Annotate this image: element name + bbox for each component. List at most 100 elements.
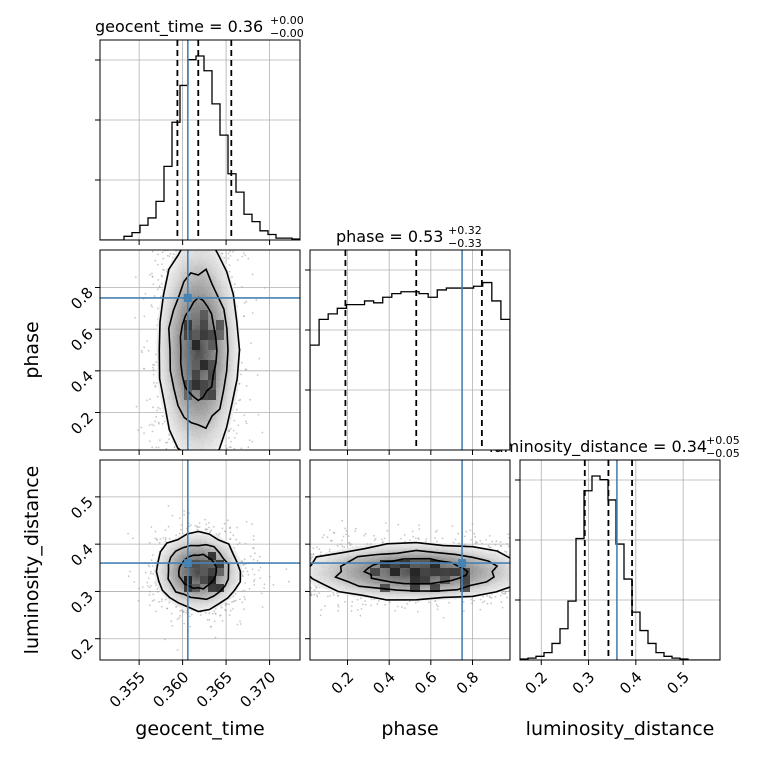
sample-point [160, 282, 163, 285]
sample-point [227, 519, 229, 522]
sample-point [147, 585, 149, 587]
sample-point [462, 600, 465, 603]
histogram-step [100, 55, 300, 240]
sample-point [209, 530, 212, 533]
sample-point [152, 366, 154, 369]
sample-point [155, 382, 158, 384]
x-tick-label: 0.355 [106, 668, 149, 711]
sample-point [148, 565, 151, 568]
sample-point [479, 598, 482, 601]
sample-point [242, 575, 244, 578]
sample-point [373, 534, 375, 537]
sample-point [487, 544, 490, 547]
sample-point [411, 530, 414, 533]
panel-hist-phase [305, 249, 511, 455]
sample-point [164, 537, 167, 539]
density-cell [420, 560, 430, 568]
x-tick-label: 0.370 [236, 668, 279, 711]
sample-point [147, 577, 150, 579]
sample-point [134, 276, 137, 279]
sample-point [239, 398, 242, 401]
sample-point [501, 606, 504, 609]
x-tick-label: 0.365 [193, 668, 236, 711]
sample-point [253, 578, 256, 581]
sample-point [341, 519, 344, 522]
sample-point [231, 276, 233, 278]
density-cell [208, 576, 216, 584]
sample-point [161, 251, 164, 254]
sample-point [238, 382, 241, 385]
sample-point [214, 613, 217, 615]
density-cell [410, 568, 420, 576]
histogram-step [520, 475, 720, 660]
ylabel-phase: phase [21, 321, 43, 378]
sample-point [386, 529, 389, 532]
panel-border [309, 459, 511, 661]
density-cell [370, 568, 380, 576]
sample-point [259, 577, 262, 579]
sample-point [148, 594, 151, 596]
sample-point [228, 538, 231, 541]
density-cell [192, 380, 200, 390]
sample-point [156, 395, 159, 398]
density-cell [208, 390, 216, 400]
sample-point [144, 571, 147, 574]
sample-point [500, 544, 502, 547]
sample-point [482, 595, 484, 598]
density-cell [430, 560, 440, 568]
sample-point [473, 532, 476, 535]
sample-point [320, 551, 322, 554]
sample-point [360, 608, 363, 610]
truth-marker [183, 293, 192, 302]
sample-point [209, 625, 212, 628]
sample-point [147, 349, 150, 352]
sample-point [245, 368, 248, 371]
sample-point [486, 595, 488, 597]
title-geocent-time-label: geocent_time = 0.36 [95, 17, 263, 37]
sample-point [507, 545, 510, 548]
sample-point [161, 263, 164, 265]
sample-point [243, 608, 245, 611]
sample-point [253, 547, 255, 550]
density-cell [216, 560, 224, 568]
sample-point [251, 568, 254, 571]
sample-point [230, 440, 232, 443]
sample-point [381, 538, 383, 541]
sample-point [220, 606, 223, 609]
density-cell [208, 568, 216, 576]
sample-point [228, 264, 231, 266]
sample-point [214, 636, 217, 639]
density-cell [440, 576, 450, 584]
sample-point [180, 528, 182, 531]
sample-point [251, 440, 254, 443]
sample-point [149, 273, 151, 276]
sample-point [151, 430, 154, 433]
sample-point [190, 613, 193, 616]
sample-point [506, 543, 508, 545]
contour-line [167, 543, 230, 601]
density-cell [410, 584, 420, 592]
sample-point [158, 286, 161, 289]
sample-point [241, 590, 244, 593]
sample-point [168, 537, 171, 540]
sample-point [243, 558, 246, 561]
sample-point [164, 598, 167, 601]
title-geocent-time-plus: +0.00 [270, 14, 304, 27]
sample-point [488, 535, 491, 537]
sample-point [163, 420, 166, 423]
sample-point [364, 532, 367, 535]
density-cell [216, 330, 224, 340]
sample-point [239, 373, 242, 376]
sample-point [132, 537, 134, 540]
density-cell [410, 576, 420, 584]
sample-point [153, 363, 156, 366]
sample-point [329, 540, 332, 542]
sample-point [224, 608, 227, 611]
sample-point [448, 601, 450, 604]
sample-point [332, 531, 335, 534]
sample-point [198, 522, 201, 524]
title-phase-minus: −0.33 [448, 237, 482, 250]
sample-point [360, 597, 362, 600]
sample-point [336, 544, 339, 547]
title-geocent-time-minus: −0.00 [270, 27, 304, 40]
